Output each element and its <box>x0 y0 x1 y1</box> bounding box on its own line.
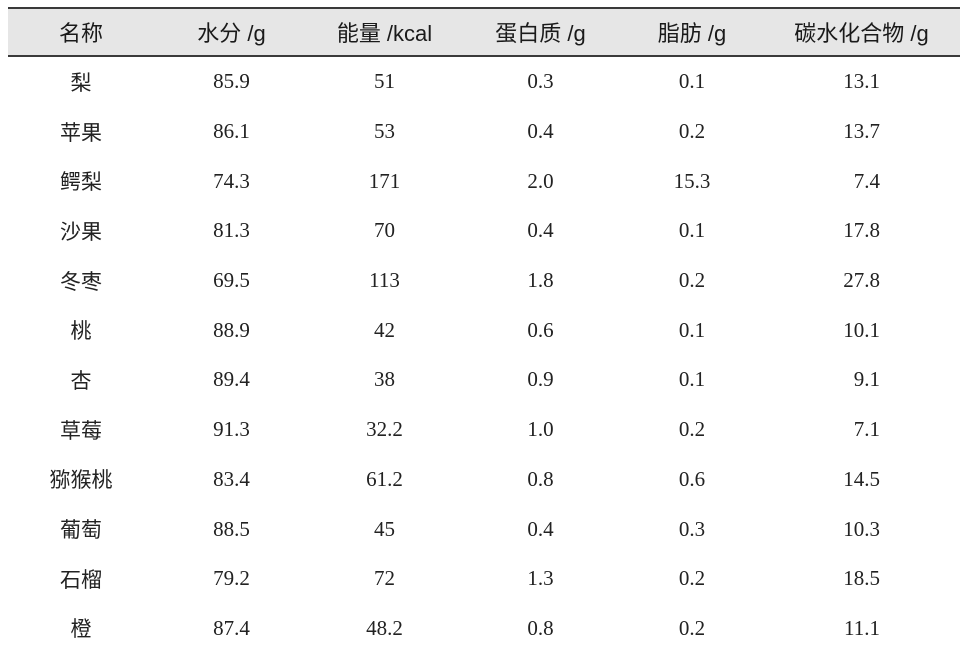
table-row: 杏 89.4 38 0.9 0.1 9.1 <box>8 355 960 405</box>
cell-name: 草莓 <box>60 418 102 443</box>
table-row: 橙 87.4 48.2 0.8 0.2 11.1 <box>8 604 960 653</box>
cell-water: 83.4 <box>213 466 250 491</box>
cell-name: 桃 <box>70 319 92 344</box>
cell-energy: 70 <box>374 218 395 243</box>
cell-protein: 1.8 <box>527 268 554 293</box>
header-protein: 蛋白质 /g <box>495 21 586 46</box>
cell-fat: 15.3 <box>673 168 711 193</box>
cell-name: 石榴 <box>60 567 102 592</box>
cell-energy: 32.2 <box>366 417 403 442</box>
cell-carbohydrate: 13.1 <box>843 69 880 94</box>
cell-carbohydrate: 7.1 <box>853 417 880 442</box>
cell-name: 冬枣 <box>60 269 102 294</box>
header-name: 名称 <box>58 21 103 46</box>
cell-protein: 0.6 <box>527 317 554 342</box>
cell-water: 88.5 <box>213 516 250 541</box>
cell-name: 葡萄 <box>60 518 102 543</box>
cell-fat: 0.1 <box>678 69 706 94</box>
cell-protein: 0.8 <box>527 615 554 640</box>
cell-carbohydrate: 10.1 <box>843 317 880 342</box>
table-row: 桃 88.9 42 0.6 0.1 10.1 <box>8 305 960 355</box>
cell-fat: 0.2 <box>678 417 706 442</box>
cell-fat: 0.2 <box>678 268 706 293</box>
nutrition-table-container: 名称 水分 /g 能量 /kcal 蛋白质 /g 脂肪 /g 碳水化合物 /g … <box>8 7 960 653</box>
cell-carbohydrate: 13.7 <box>843 119 880 144</box>
cell-energy: 45 <box>374 516 395 541</box>
header-fat: 脂肪 /g <box>657 21 727 46</box>
cell-protein: 1.0 <box>527 417 554 442</box>
table-row: 苹果 86.1 53 0.4 0.2 13.7 <box>8 107 960 157</box>
table-row: 梨 85.9 51 0.3 0.1 13.1 <box>8 56 960 107</box>
cell-water: 86.1 <box>213 119 250 144</box>
cell-protein: 1.3 <box>527 566 554 591</box>
cell-carbohydrate: 7.4 <box>853 168 880 193</box>
table-row: 鳄梨 74.3 171 2.0 15.3 7.4 <box>8 156 960 206</box>
cell-carbohydrate: 11.1 <box>844 615 880 640</box>
cell-fat: 0.3 <box>678 516 706 541</box>
table-row: 石榴 79.2 72 1.3 0.2 18.5 <box>8 554 960 604</box>
cell-energy: 51 <box>374 69 395 94</box>
header-energy: 能量 /kcal <box>336 21 433 46</box>
cell-energy: 48.2 <box>366 615 403 640</box>
table-row: 冬枣 69.5 113 1.8 0.2 27.8 <box>8 256 960 306</box>
cell-water: 79.2 <box>213 566 250 591</box>
table-row: 猕猴桃 83.4 61.2 0.8 0.6 14.5 <box>8 455 960 505</box>
cell-fat: 0.2 <box>678 119 706 144</box>
cell-protein: 2.0 <box>527 168 554 193</box>
cell-name: 梨 <box>70 70 92 95</box>
table-row: 草莓 91.3 32.2 1.0 0.2 7.1 <box>8 405 960 455</box>
cell-protein: 0.3 <box>527 69 554 94</box>
cell-name: 苹果 <box>60 120 102 145</box>
cell-water: 87.4 <box>213 615 250 640</box>
cell-carbohydrate: 27.8 <box>843 268 880 293</box>
cell-energy: 42 <box>374 317 395 342</box>
cell-fat: 0.1 <box>678 218 706 243</box>
cell-protein: 0.8 <box>527 466 554 491</box>
cell-fat: 0.1 <box>678 367 706 392</box>
cell-carbohydrate: 9.1 <box>853 367 880 392</box>
cell-energy: 113 <box>369 268 400 293</box>
table-body: 梨 85.9 51 0.3 0.1 13.1 苹果 86.1 53 0.4 0.2 13.7 鳄梨 74.… <box>8 56 960 653</box>
cell-carbohydrate: 14.5 <box>843 466 880 491</box>
header-water: 水分 /g <box>197 21 266 46</box>
header-row: 名称 水分 /g 能量 /kcal 蛋白质 /g 脂肪 /g 碳水化合物 /g <box>8 8 960 56</box>
cell-water: 91.3 <box>213 417 250 442</box>
table-header: 名称 水分 /g 能量 /kcal 蛋白质 /g 脂肪 /g 碳水化合物 /g <box>8 8 960 56</box>
cell-water: 74.3 <box>213 168 250 193</box>
cell-water: 88.9 <box>213 317 250 342</box>
cell-carbohydrate: 10.3 <box>843 516 880 541</box>
cell-energy: 53 <box>374 119 395 144</box>
cell-name: 橙 <box>70 617 92 642</box>
cell-name: 沙果 <box>60 219 102 244</box>
cell-energy: 61.2 <box>366 466 403 491</box>
cell-name: 鳄梨 <box>60 170 102 195</box>
table-row: 沙果 81.3 70 0.4 0.1 17.8 <box>8 206 960 256</box>
cell-protein: 0.4 <box>527 516 554 541</box>
cell-name: 杏 <box>70 368 92 393</box>
cell-fat: 0.2 <box>678 615 706 640</box>
cell-fat: 0.6 <box>678 466 706 491</box>
cell-fat: 0.1 <box>678 317 706 342</box>
cell-water: 81.3 <box>213 218 250 243</box>
nutrition-table: 名称 水分 /g 能量 /kcal 蛋白质 /g 脂肪 /g 碳水化合物 /g … <box>8 7 960 653</box>
cell-water: 85.9 <box>213 69 250 94</box>
cell-protein: 0.9 <box>527 367 554 392</box>
cell-name: 猕猴桃 <box>49 468 113 493</box>
cell-water: 69.5 <box>213 268 250 293</box>
cell-carbohydrate: 17.8 <box>843 218 880 243</box>
cell-protein: 0.4 <box>527 218 554 243</box>
cell-energy: 38 <box>374 367 395 392</box>
table-row: 葡萄 88.5 45 0.4 0.3 10.3 <box>8 504 960 554</box>
cell-water: 89.4 <box>213 367 250 392</box>
cell-carbohydrate: 18.5 <box>843 566 880 591</box>
cell-energy: 72 <box>374 566 395 591</box>
cell-fat: 0.2 <box>678 566 706 591</box>
cell-energy: 171 <box>368 168 401 193</box>
cell-protein: 0.4 <box>527 119 554 144</box>
header-carbohydrate: 碳水化合物 /g <box>794 21 929 46</box>
